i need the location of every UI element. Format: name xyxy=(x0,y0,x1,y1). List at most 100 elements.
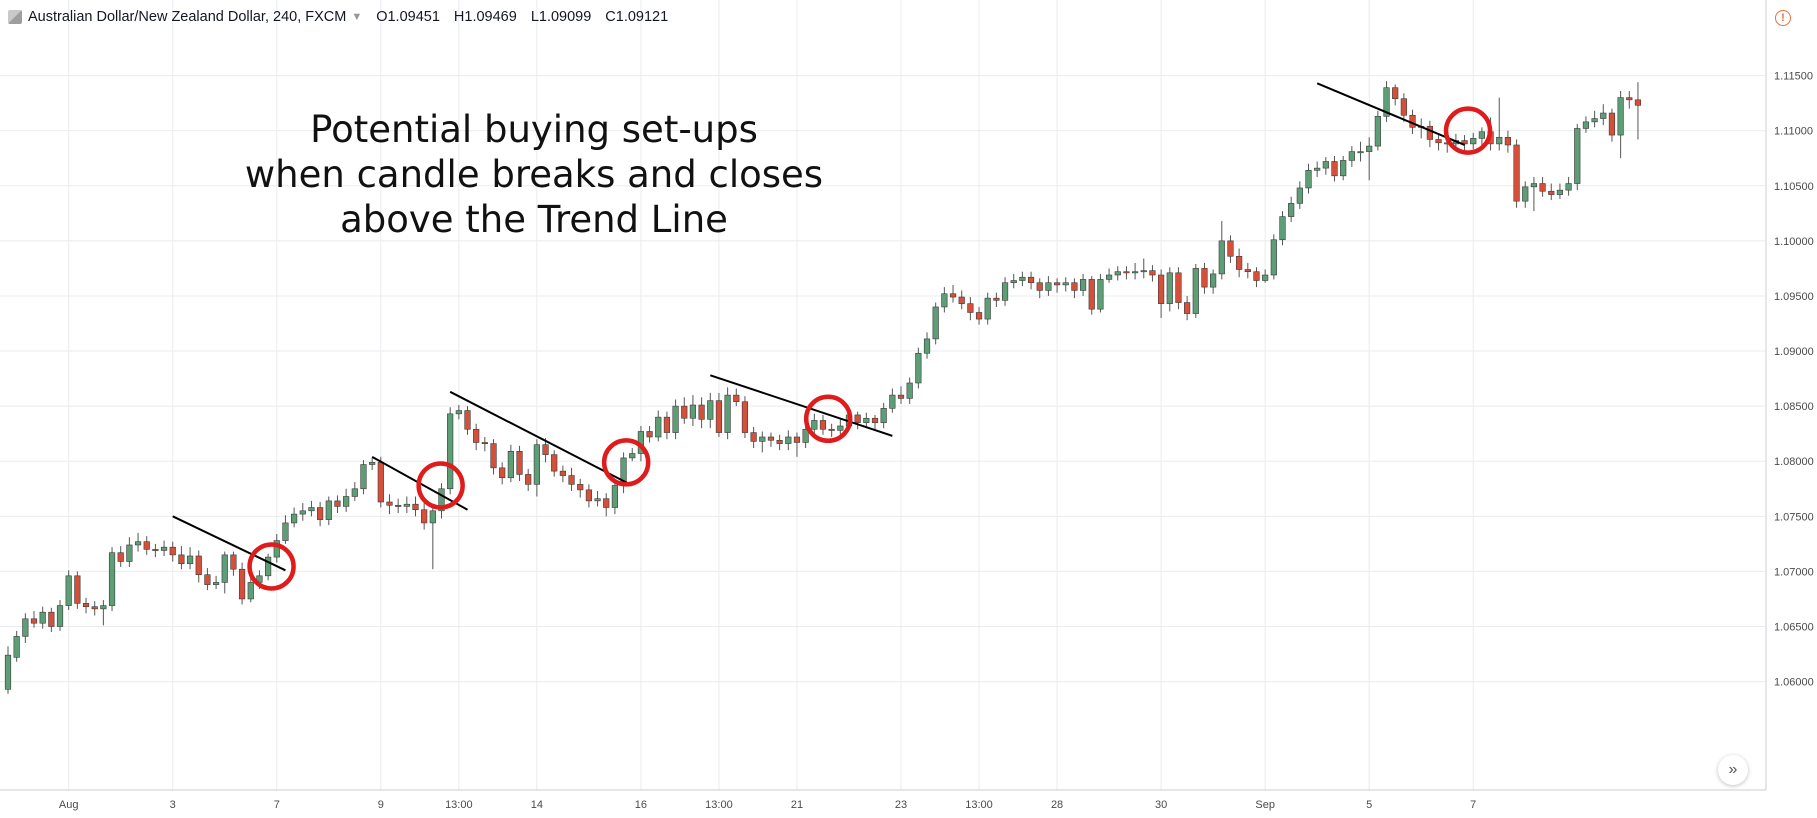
candle-bearish xyxy=(1158,274,1165,304)
candle-bullish xyxy=(1600,112,1607,119)
candle-bullish xyxy=(672,405,679,433)
candle-bullish xyxy=(438,488,445,512)
price-tick-label: 1.08000 xyxy=(1774,456,1814,468)
candle-bullish xyxy=(1140,270,1147,273)
candle-bullish xyxy=(507,451,514,479)
candle-bearish xyxy=(663,416,671,433)
candle-bearish xyxy=(1634,99,1642,106)
price-tick-label: 1.09000 xyxy=(1774,346,1814,358)
ohlc-high: H1.09469 xyxy=(453,9,517,25)
candle-bearish xyxy=(1626,97,1633,101)
candle-bearish xyxy=(1400,98,1407,116)
candle-bullish xyxy=(160,546,168,551)
candle-bullish xyxy=(247,582,254,600)
candle-bullish xyxy=(1079,279,1087,291)
candle-bearish xyxy=(871,417,879,423)
candle-bearish xyxy=(516,451,523,475)
price-tick-label: 1.07500 xyxy=(1774,511,1814,523)
series-marker-icon xyxy=(8,10,22,24)
candle-bearish xyxy=(525,474,532,485)
candle-bullish xyxy=(100,605,107,610)
scroll-to-realtime-button[interactable]: » xyxy=(1718,755,1748,785)
candle-bullish xyxy=(1045,282,1052,291)
candle-bearish xyxy=(1409,114,1416,128)
candle-bullish xyxy=(594,498,601,502)
time-tick-label: 13:00 xyxy=(965,799,993,811)
candle-bearish xyxy=(767,436,775,441)
annotation-text-line: above the Trend Line xyxy=(340,198,728,241)
candle-bearish xyxy=(1504,136,1512,146)
candle-bearish xyxy=(143,541,150,550)
candle-bearish xyxy=(1053,282,1061,286)
candle-bearish xyxy=(698,404,705,420)
price-tick-label: 1.06000 xyxy=(1774,677,1814,689)
candle-bullish xyxy=(291,513,298,524)
candle-bullish xyxy=(1357,151,1364,154)
candle-bullish xyxy=(1522,186,1529,202)
candle-bearish xyxy=(1227,240,1234,257)
caret-down-icon[interactable]: ▼ xyxy=(351,11,363,23)
candle-bullish xyxy=(1582,121,1590,129)
candle-bearish xyxy=(776,439,783,444)
candle-bearish xyxy=(1201,268,1208,288)
candle-bearish xyxy=(1435,139,1442,144)
alert-icon[interactable]: ! xyxy=(1775,10,1791,26)
candle-bullish xyxy=(1366,145,1373,152)
candle-bullish xyxy=(343,496,350,507)
candle-bullish xyxy=(1374,116,1381,147)
candle-bearish xyxy=(967,303,974,313)
breakout-circle xyxy=(247,542,296,591)
candle-bearish xyxy=(1331,161,1338,177)
candle-bearish xyxy=(1123,271,1130,274)
time-tick-label: 7 xyxy=(1470,799,1476,811)
candle-bearish xyxy=(949,293,957,298)
candle-bearish xyxy=(793,436,801,443)
price-tick-label: 1.11000 xyxy=(1774,126,1813,138)
candle-bullish xyxy=(1262,274,1269,281)
candle-bearish xyxy=(48,611,55,627)
candle-bullish xyxy=(1132,271,1139,274)
candle-bearish xyxy=(568,475,575,485)
candle-bullish xyxy=(932,306,939,340)
candle-bullish xyxy=(455,410,462,415)
candle-bearish xyxy=(334,500,341,507)
candle-bullish xyxy=(65,575,72,606)
candle-bullish xyxy=(1478,131,1485,139)
candle-bearish xyxy=(1253,271,1260,281)
candle-bullish xyxy=(655,416,662,438)
candle-bullish xyxy=(880,408,887,423)
annotation-text-line: Potential buying set-ups xyxy=(310,108,758,151)
candle-bullish xyxy=(1530,183,1538,188)
candle-bearish xyxy=(178,554,185,564)
candle-bullish xyxy=(1279,216,1286,241)
ohlc-close: C1.09121 xyxy=(605,9,669,25)
candle-bearish xyxy=(395,504,402,507)
candle-bearish xyxy=(169,546,176,556)
candle-bullish xyxy=(4,654,12,690)
candle-bullish xyxy=(1105,274,1113,280)
time-tick-label: 9 xyxy=(378,799,384,811)
candle-bullish xyxy=(1010,280,1017,284)
candle-bullish xyxy=(1591,118,1598,123)
candle-bullish xyxy=(1305,170,1312,189)
candle-bullish xyxy=(1340,160,1347,177)
candle-bearish xyxy=(646,431,653,438)
candle-bearish xyxy=(1088,279,1095,310)
candle-bearish xyxy=(585,489,592,502)
candle-bearish xyxy=(464,410,471,430)
candle-bearish xyxy=(1608,112,1616,136)
candle-bullish xyxy=(351,488,358,497)
candle-bullish xyxy=(1617,97,1624,136)
price-tick-label: 1.07000 xyxy=(1774,566,1814,578)
ohlc-low: L1.09099 xyxy=(530,9,592,25)
symbol-title[interactable]: Australian Dollar/New Zealand Dollar, 24… xyxy=(28,9,347,25)
candle-bearish xyxy=(238,568,246,600)
candle-bearish xyxy=(551,454,558,472)
candle-bearish xyxy=(897,394,905,399)
candle-bearish xyxy=(1539,183,1546,192)
candle-bullish xyxy=(629,453,636,459)
candle-bearish xyxy=(1513,144,1520,202)
candle-bullish xyxy=(264,556,272,577)
breakout-circle xyxy=(1443,106,1493,155)
